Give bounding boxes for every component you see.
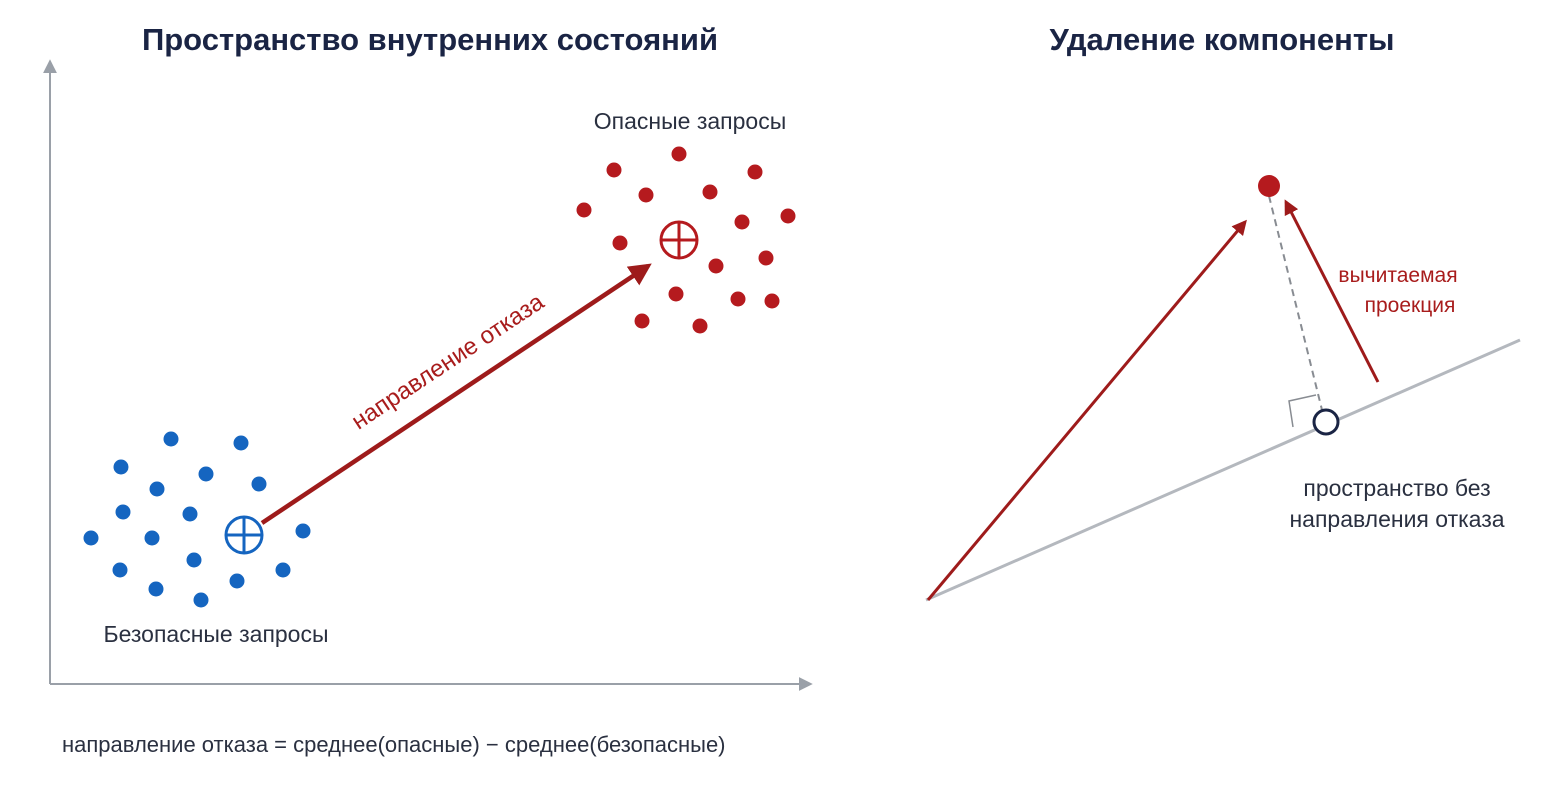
refusal-direction-label: направление отказа: [347, 288, 550, 435]
refusal-direction-arrow: [260, 263, 652, 525]
harmless-point: [186, 552, 202, 568]
subtracted-projection-arrow: [1284, 199, 1380, 383]
right-panel-title: Удаление компоненты: [1050, 22, 1395, 57]
harmful-point: [764, 293, 780, 309]
projection-label-line2: проекция: [1365, 294, 1456, 317]
harmful-point: [747, 164, 763, 180]
subspace-label-line2: направления отказа: [1289, 506, 1504, 532]
harmful-point: [612, 235, 628, 251]
projection-label-line1: вычитаемая: [1338, 264, 1457, 287]
harmful-point: [692, 318, 708, 334]
subspace-label-line1: пространство без: [1303, 475, 1490, 501]
harmful-point: [671, 146, 687, 162]
harmful-point: [730, 291, 746, 307]
projection-dashed-line: [1268, 195, 1324, 415]
harmful-point: [758, 250, 774, 266]
harmless-point: [251, 476, 267, 492]
harmful-cluster: [576, 146, 796, 334]
left-panel-title: Пространство внутренних состояний: [142, 22, 718, 57]
harmless-centroid-icon: [224, 515, 264, 555]
harmful-point: [780, 208, 796, 224]
original-vector-arrow: [926, 219, 1247, 601]
harmless-point: [233, 435, 249, 451]
harmless-point: [193, 592, 209, 608]
harmless-cluster: [83, 431, 311, 608]
harmful-point: [734, 214, 750, 230]
harmless-point: [275, 562, 291, 578]
harmful-point: [634, 313, 650, 329]
right-angle-marker: [1288, 394, 1317, 428]
vector-tip-point: [1258, 175, 1280, 197]
harmless-cluster-label: Безопасные запросы: [103, 621, 328, 647]
harmless-point: [163, 431, 179, 447]
harmless-point: [229, 573, 245, 589]
harmful-cluster-label: Опасные запросы: [594, 108, 786, 134]
harmless-point: [295, 523, 311, 539]
harmful-point: [702, 184, 718, 200]
harmful-point: [576, 202, 592, 218]
harmful-point: [708, 258, 724, 274]
harmful-centroid-icon: [659, 220, 699, 260]
harmless-point: [182, 506, 198, 522]
harmless-point: [198, 466, 214, 482]
subspace-line: [925, 338, 1521, 602]
harmless-point: [148, 581, 164, 597]
harmless-point: [144, 530, 160, 546]
formula-text: направление отказа = среднее(опасные) − …: [62, 732, 726, 757]
harmless-point: [115, 504, 131, 520]
harmless-point: [83, 530, 99, 546]
harmless-point: [113, 459, 129, 475]
harmful-point: [606, 162, 622, 178]
harmless-point: [112, 562, 128, 578]
harmless-point: [149, 481, 165, 497]
harmful-point: [638, 187, 654, 203]
projected-point: [1312, 408, 1340, 436]
harmful-point: [668, 286, 684, 302]
